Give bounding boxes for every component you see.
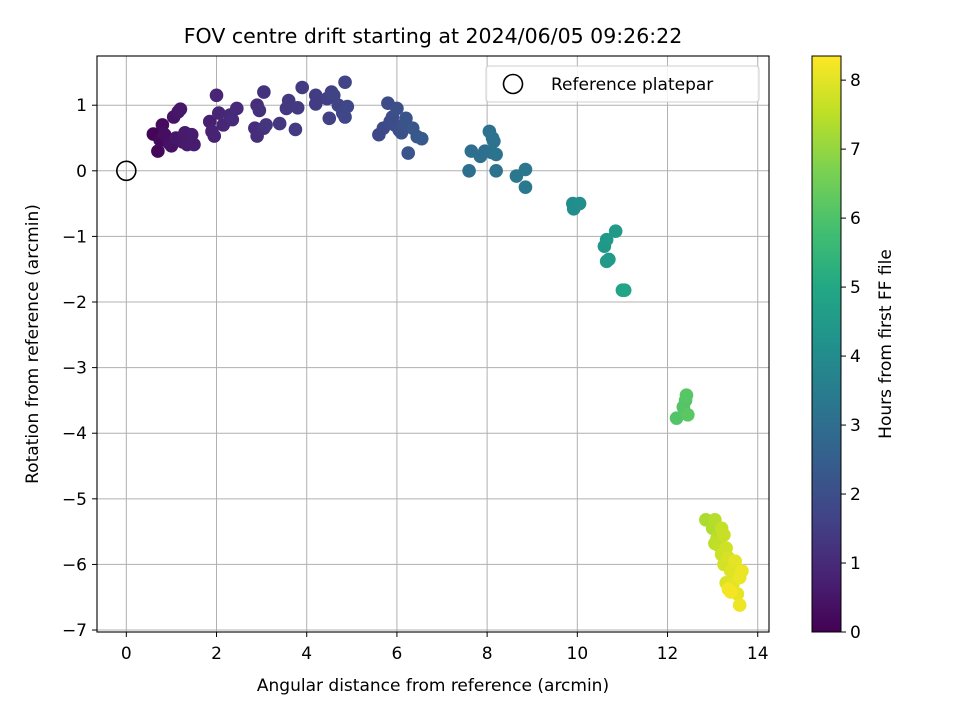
data-point [211,106,226,120]
data-point [617,283,632,298]
y-tick-label: −6 [62,555,87,575]
x-tick-label: 6 [392,644,403,664]
x-tick-label: 12 [657,644,679,664]
x-tick-label: 0 [121,644,132,664]
data-point [735,564,749,578]
data-point [390,101,404,116]
data-point [259,118,273,132]
x-axis-ticks: 0 2 4 6 8 10 12 14 [121,632,769,664]
colorbar-ticks: 0 1 2 3 4 5 6 7 8 [841,71,861,643]
chart-title: FOV centre drift starting at 2024/06/05 … [184,24,683,48]
data-point [340,99,355,114]
x-tick-label: 14 [747,644,769,664]
colorbar-tick-label: 7 [850,140,861,160]
data-point [225,112,240,127]
data-point [187,137,201,152]
colorbar-label: Hours from first FF file [876,249,896,439]
y-axis-ticks: 1 0 −1 −2 −3 −4 −5 −6 −7 [62,96,97,641]
data-point [717,528,731,542]
y-tick-label: −3 [62,359,87,379]
y-tick-label: 0 [76,162,87,182]
x-tick-label: 10 [567,644,589,664]
data-point [252,103,267,118]
data-point [151,144,165,158]
legend-box [485,65,760,103]
x-tick-label: 2 [211,644,222,664]
colorbar: 0 1 2 3 4 5 6 7 8 Hours from first FF file [811,55,896,643]
data-point [599,232,614,247]
data-point [518,162,533,177]
data-point [308,97,323,111]
legend-label-reference: Reference platepar [551,75,713,95]
data-point [723,585,738,599]
data-points [146,75,749,612]
data-point [572,196,587,211]
reference-point-marker [116,160,137,182]
data-point [462,164,476,178]
colorbar-tick-label: 0 [850,623,861,643]
data-point [489,164,503,178]
data-point [207,129,222,143]
colorbar-tick-label: 5 [850,278,861,298]
data-point [602,252,616,267]
y-tick-label: −1 [62,227,87,247]
y-tick-label: −5 [62,490,87,510]
colorbar-tick-label: 8 [850,71,861,91]
x-tick-label: 8 [482,644,493,664]
data-point [230,101,244,116]
x-tick-label: 4 [301,644,312,664]
data-point [518,180,533,195]
data-point [295,80,310,95]
data-point [414,131,429,146]
data-point [257,85,271,99]
y-tick-label: −7 [62,621,87,641]
legend: Reference platepar [485,65,760,103]
data-point [608,224,623,238]
colorbar-tick-label: 3 [850,416,861,436]
data-point [338,75,352,90]
x-axis-label: Angular distance from reference (arcmin) [257,676,609,696]
data-point [732,598,747,612]
data-point [487,134,501,149]
colorbar-tick-label: 6 [850,209,861,229]
y-tick-label: 1 [76,96,87,116]
data-point [399,111,413,126]
data-point [288,122,303,137]
y-tick-label: −4 [62,424,87,444]
data-point [272,116,287,131]
colorbar-tick-label: 1 [850,554,861,574]
legend-marker-reference [502,73,524,95]
data-point [679,388,694,402]
plot-area: 0 2 4 6 8 10 12 14 10−1−2−3−4−5−6−7 [62,55,770,664]
plot-frame [96,55,770,633]
data-point [681,408,695,422]
data-point [401,146,415,160]
data-point [209,88,224,103]
colorbar-tick-label: 4 [850,347,861,367]
data-point [290,101,305,115]
data-point [669,411,684,425]
colorbar-gradient [811,55,842,633]
colorbar-tick-label: 2 [850,485,861,505]
data-point [173,102,188,116]
data-point [338,110,352,124]
data-point [489,147,503,162]
data-point [728,554,742,568]
y-axis-label: Rotation from reference (arcmin) [23,204,43,484]
data-point [322,111,337,126]
y-tick-label: −2 [62,293,87,313]
